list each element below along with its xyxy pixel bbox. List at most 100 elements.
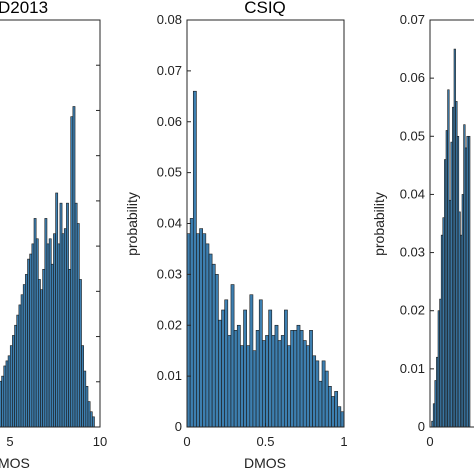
xtick-label: 1 — [340, 434, 347, 449]
bar — [63, 228, 67, 428]
ytick-label: 0 — [418, 419, 425, 434]
bar — [55, 192, 59, 428]
xtick-label: 0 — [426, 434, 433, 449]
bar — [18, 304, 22, 428]
bar — [72, 106, 76, 428]
bars-d2013 — [0, 106, 95, 428]
bar — [321, 360, 326, 428]
bar — [33, 218, 37, 428]
bar — [12, 335, 15, 428]
bar — [61, 233, 65, 428]
bar — [246, 345, 251, 428]
bar — [318, 380, 323, 428]
bar — [199, 228, 203, 428]
bar — [192, 90, 197, 428]
xtick-d2013-10: 10 — [93, 434, 107, 449]
bar — [287, 345, 291, 428]
bar — [48, 238, 52, 428]
bar — [25, 274, 28, 428]
bar — [189, 218, 194, 428]
ytick-label: 0.01 — [400, 361, 425, 376]
bar — [38, 279, 41, 428]
bar — [290, 330, 295, 428]
bar — [79, 279, 82, 428]
bar — [208, 253, 213, 428]
bar — [240, 345, 244, 428]
ylabel-right: probability — [371, 192, 387, 256]
bar — [205, 243, 210, 428]
ytick-label: 0.05 — [400, 128, 425, 143]
bar — [299, 330, 304, 428]
bar — [327, 385, 332, 428]
ytick-label: 0.02 — [157, 317, 182, 332]
ytick-label: 0.04 — [400, 186, 425, 201]
bar — [233, 330, 238, 428]
bar — [83, 370, 87, 428]
bar — [268, 309, 273, 428]
bar — [87, 401, 91, 428]
title-csiq: CSIQ — [244, 0, 286, 17]
bar — [29, 253, 33, 428]
bar — [1, 375, 5, 428]
bar — [89, 411, 93, 428]
frame-right — [429, 19, 474, 428]
xtick-label: 0 — [183, 434, 190, 449]
bar — [331, 396, 335, 428]
bar — [53, 233, 56, 428]
ytick-label: 0.05 — [157, 165, 182, 180]
ytick-label: 0.08 — [157, 12, 182, 27]
bar — [42, 268, 46, 428]
bar — [302, 340, 307, 428]
bar — [252, 350, 257, 428]
bar — [468, 135, 471, 428]
ytick-label: 0.06 — [157, 114, 182, 129]
panel-d2013: D2013 5 10 MOS — [0, 0, 107, 471]
bar — [265, 335, 269, 428]
bar — [202, 233, 207, 428]
bar — [5, 360, 9, 428]
bar — [3, 365, 7, 428]
bar — [40, 289, 43, 428]
bar — [7, 355, 11, 428]
panel-csiq: CSIQ DMOS probability 0 0.01 0.02 0.03 0.04 0… — [124, 0, 348, 471]
xlabel-d2013: MOS — [0, 455, 30, 471]
bar — [306, 345, 310, 428]
bar — [255, 330, 260, 428]
bar — [236, 324, 241, 428]
ytick-label: 0.01 — [157, 368, 182, 383]
bar — [315, 360, 320, 428]
xlabel-csiq: DMOS — [244, 455, 286, 471]
bar — [334, 391, 339, 428]
xtick-d2013-5: 5 — [6, 434, 13, 449]
bar — [324, 370, 329, 428]
xtick-label: 0.5 — [256, 434, 274, 449]
bar — [16, 314, 20, 428]
bar — [22, 284, 26, 428]
bar — [249, 294, 254, 428]
bars-csiq — [186, 90, 345, 428]
bar — [92, 416, 95, 428]
bar — [211, 263, 216, 428]
title-d2013: D2013 — [0, 0, 48, 17]
bar — [9, 345, 13, 428]
bar — [309, 330, 313, 428]
bar — [76, 223, 80, 428]
bar — [27, 258, 30, 428]
ytick-label: 0.07 — [157, 63, 182, 78]
bar — [230, 284, 235, 428]
bar — [243, 309, 247, 428]
bar — [218, 319, 222, 428]
ytick-label: 0.03 — [157, 266, 182, 281]
bar — [66, 202, 69, 428]
panel-right: probability 0 0.01 0.02 0.03 0.04 0.05 0.06 0.0… — [371, 12, 474, 449]
bar — [70, 116, 74, 428]
ytick-label: 0.03 — [400, 245, 425, 260]
bar — [81, 345, 84, 428]
ytick-label: 0.02 — [400, 303, 425, 318]
bar — [312, 355, 317, 428]
bar — [14, 324, 18, 428]
bar — [35, 238, 39, 428]
bar — [85, 385, 89, 428]
bar — [337, 406, 342, 428]
